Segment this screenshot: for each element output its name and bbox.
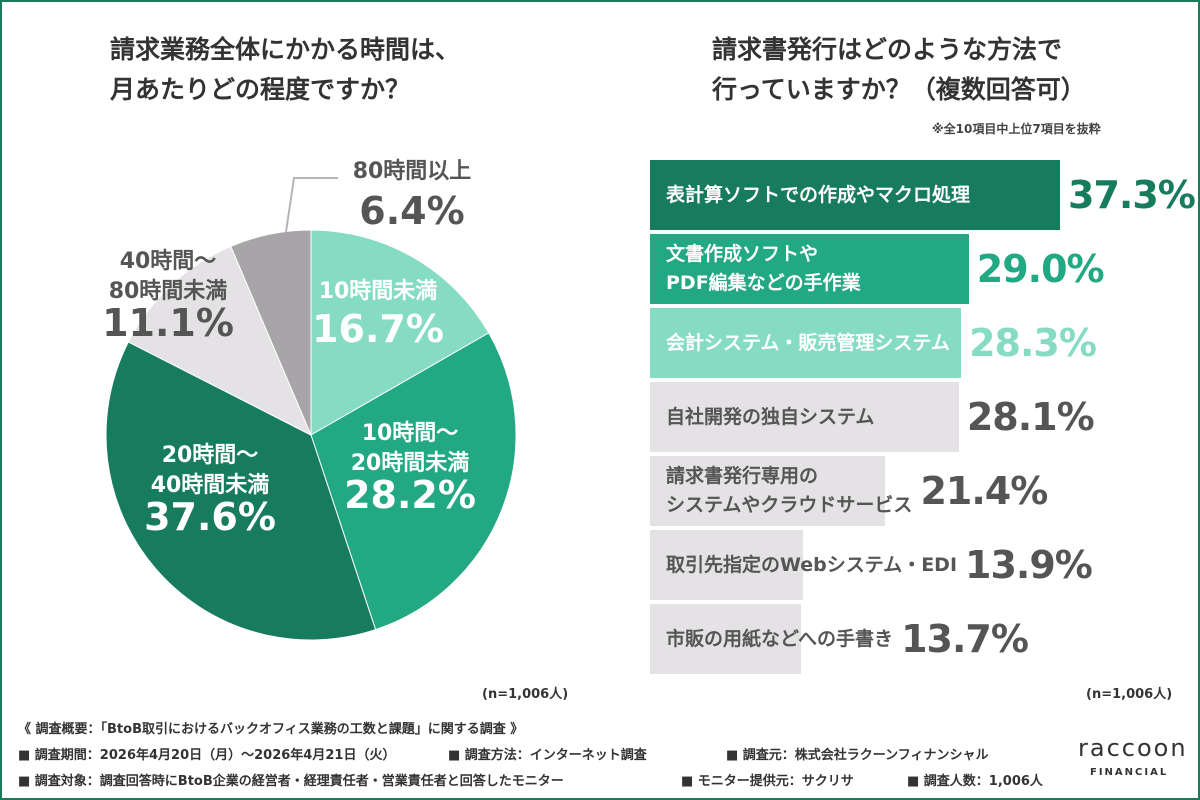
bar-label: 市販の用紙などへの手書き bbox=[666, 604, 893, 674]
bar bbox=[650, 456, 886, 526]
pie-slice-value: 6.4% bbox=[359, 189, 464, 233]
pie-slice-label: 40時間〜 80時間未満 11.1% bbox=[102, 249, 234, 345]
pie-slice-category: 10時間〜 bbox=[362, 421, 459, 446]
bar-label-line: 取引先指定のWebシステム・EDI bbox=[666, 553, 958, 576]
survey-panel-provider: ■ モニター提供元：サクリサ bbox=[681, 774, 854, 789]
survey-count: ■ 調査人数：1,006人 bbox=[907, 774, 1043, 789]
pie-chart-title: 請求業務全体にかかる時間は、 月あたりどの程度ですか？ bbox=[110, 35, 461, 104]
pie-slice-category: 20時間〜 bbox=[162, 443, 259, 468]
pie-slice-category: 40時間未満 bbox=[151, 472, 270, 498]
survey-target: ■ 調査対象：調査回答時にBtoB企業の経営者・経理責任者・営業責任者と回答した… bbox=[18, 774, 564, 789]
bar bbox=[650, 234, 969, 304]
logo-wordmark: raccoon bbox=[1078, 734, 1188, 762]
bar-label-line: 市販の用紙などへの手書き bbox=[666, 627, 894, 650]
pie-slice bbox=[310, 332, 517, 631]
bar-chart-note: ※全10項目中上位7項目を抜粋 bbox=[932, 122, 1101, 136]
bar-value: 29.0% bbox=[976, 247, 1105, 291]
pie-slice-category: 40時間〜 bbox=[120, 249, 217, 274]
bar-value: 21.4% bbox=[920, 469, 1048, 513]
bar-value: 13.9% bbox=[965, 543, 1093, 587]
bar-label: 自社開発の独自システム bbox=[666, 382, 874, 452]
bar-label-line: 文書作成ソフトや bbox=[666, 243, 819, 265]
pie-slice-label: 80時間以上 6.4% bbox=[353, 159, 472, 233]
bar-label-line: 会計システム・販売管理システム bbox=[666, 331, 950, 354]
bar-value: 28.1% bbox=[966, 395, 1095, 439]
bar bbox=[650, 382, 959, 452]
survey-heading: 《 調査概要：「BtoB取引におけるバックオフィス業務の工数と課題」に関する調査… bbox=[18, 722, 524, 737]
bar bbox=[650, 160, 1060, 230]
raccoon-financial-logo: raccoon FINANCIAL bbox=[1078, 734, 1188, 784]
pie-slice bbox=[230, 229, 312, 436]
pie-slice-category: 10時間未満 bbox=[319, 278, 438, 304]
bar-label-line: PDF編集などの手作業 bbox=[666, 272, 861, 294]
logo-subtitle: FINANCIAL bbox=[1090, 767, 1169, 778]
bar-label-line: 自社開発の独自システム bbox=[666, 405, 875, 428]
pie-sample-size: (n=1,006人) bbox=[482, 687, 569, 702]
bar-chart-title: 請求書発行はどのような方法で 行っていますか？（複数回答可） bbox=[712, 35, 1086, 104]
pie-slice bbox=[310, 229, 490, 436]
pie-leader-line bbox=[285, 177, 338, 233]
bar-label: 文書作成ソフトや PDF編集などの手作業 bbox=[666, 234, 861, 304]
bar-value: 13.7% bbox=[901, 617, 1029, 661]
bar bbox=[650, 604, 801, 674]
survey-period: ■ 調査期間：2026年4月20日（月）〜2026年4月21日（火） bbox=[18, 748, 396, 763]
pie-slice-category: 20時間未満 bbox=[351, 450, 470, 476]
pie-slice-category: 80時間未満 bbox=[109, 278, 228, 304]
pie-slice-label: 10時間未満 16.7% bbox=[312, 278, 444, 351]
bar-label-line: 請求書発行専用の bbox=[666, 465, 819, 487]
bar bbox=[650, 308, 962, 378]
bar-value: 28.3% bbox=[969, 321, 1097, 365]
bar-label: 表計算ソフトでの作成やマクロ処理 bbox=[666, 160, 970, 230]
pie-slice-label: 20時間〜 40時間未満 37.6% bbox=[144, 443, 276, 539]
pie-slice bbox=[127, 245, 312, 437]
pie-slice-value: 16.7% bbox=[312, 307, 444, 351]
pie-slice-label: 10時間〜 20時間未満 28.2% bbox=[344, 421, 476, 517]
survey-method: ■ 調査方法：インターネット調査 bbox=[448, 748, 647, 763]
pie-slice bbox=[105, 341, 377, 641]
pie-slice-value: 37.6% bbox=[144, 495, 276, 539]
bar bbox=[650, 530, 803, 600]
pie-slice-value: 11.1% bbox=[102, 301, 234, 345]
survey-details-line1: ■ 調査期間：2026年4月20日（月）〜2026年4月21日（火） ■ 調査方法… bbox=[18, 744, 989, 763]
bar-label-line: 表計算ソフトでの作成やマクロ処理 bbox=[666, 183, 971, 206]
pie-slice-value: 28.2% bbox=[344, 473, 476, 517]
bar-label-line: システムやクラウドサービス bbox=[666, 494, 913, 516]
pie-slice-category: 80時間以上 bbox=[353, 159, 472, 184]
bar-sample-size: (n=1,006人) bbox=[1086, 687, 1173, 702]
bar-label: 請求書発行専用のシステムやクラウドサービス bbox=[666, 456, 912, 526]
survey-source: ■ 調査元：株式会社ラクーンフィナンシャル bbox=[726, 748, 989, 763]
bar-value: 37.3% bbox=[1068, 173, 1196, 217]
pie-chart: 10時間未満 16.7% 10時間〜 20時間未満 28.2% 20時間〜 40時間未満 37… bbox=[102, 159, 517, 641]
bar-label: 会計システム・販売管理システム bbox=[666, 308, 950, 378]
survey-details-line2: ■ 調査対象：調査回答時にBtoB企業の経営者・経理責任者・営業責任者と回答した… bbox=[18, 770, 1043, 789]
bar-label: 取引先指定のWebシステム・EDI bbox=[666, 530, 957, 600]
